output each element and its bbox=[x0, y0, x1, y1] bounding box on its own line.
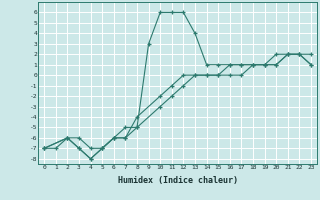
X-axis label: Humidex (Indice chaleur): Humidex (Indice chaleur) bbox=[118, 176, 238, 185]
